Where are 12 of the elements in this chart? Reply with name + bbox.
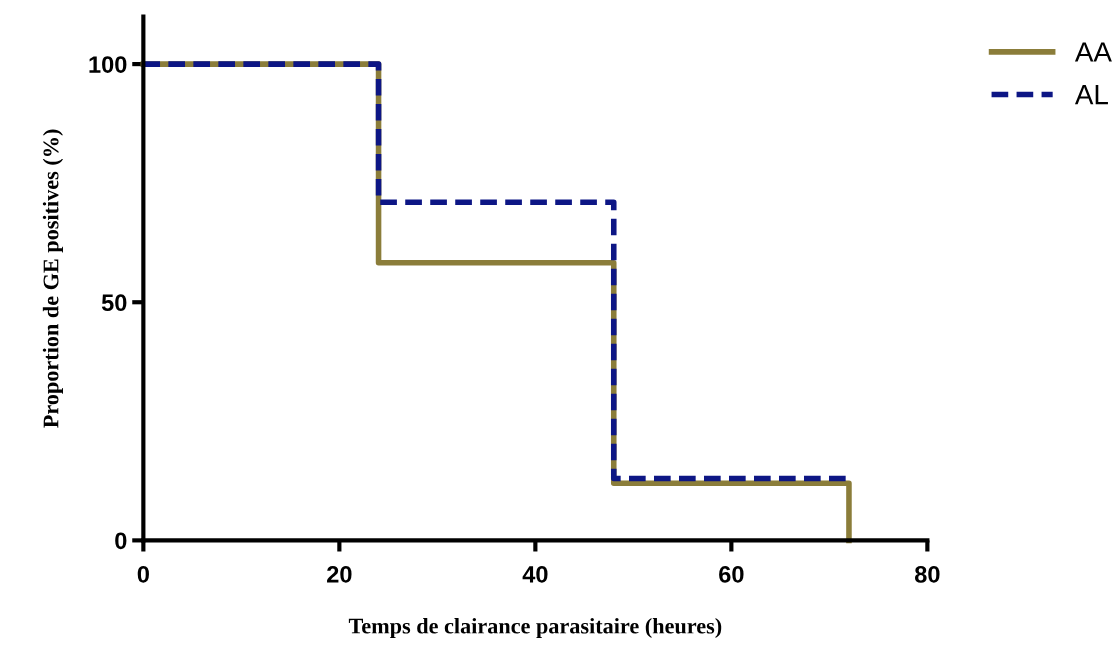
x-tick-label: 40 [522, 566, 548, 583]
x-tick-label: 20 [327, 566, 352, 583]
x-tick-label: 80 [914, 566, 940, 583]
y-tick-label: 50 [101, 294, 127, 312]
legend-label: AL [1074, 85, 1108, 105]
x-tick-label: 60 [719, 566, 744, 583]
x-tick-label: 0 [137, 566, 149, 583]
legend-label: AA [1074, 42, 1112, 62]
y-tick-label: 100 [89, 56, 127, 73]
y-tick-label: 0 [115, 532, 127, 550]
y-axis-title: Proportion de GE positives (%) [42, 129, 63, 428]
x-axis-title: Temps de clairance parasitaire (heures) [348, 617, 722, 639]
